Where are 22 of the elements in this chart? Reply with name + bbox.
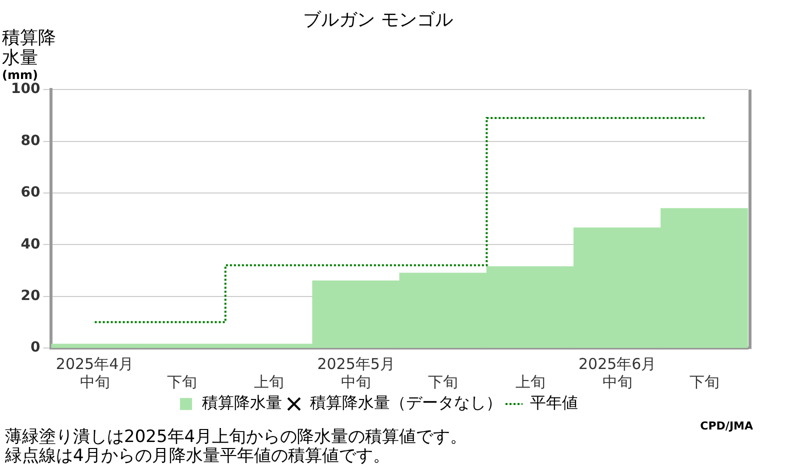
y-axis-title: 積算降水量(mm) (2, 28, 56, 82)
text: 薄緑塗り潰しは2025年4月上旬からの降水量の積算値です。 (5, 426, 468, 447)
legend-label: 積算降水量（データなし） (310, 393, 502, 412)
y-tick-label: 40 (20, 236, 40, 252)
x-tick-label: 2025年6月中旬 (578, 354, 656, 391)
x-tick-label: 上旬 (254, 372, 284, 391)
y-tick-label: 100 (10, 81, 40, 98)
legend-label: 積算降水量 (202, 393, 282, 412)
y-tick-label: 60 (20, 184, 40, 201)
chart-title: ブルガン モンゴル (303, 9, 453, 30)
y-tick-label: 80 (20, 132, 40, 149)
x-tick-label: 下旬 (689, 372, 720, 391)
x-tick-label: 下旬 (428, 372, 458, 391)
x-tick-label: 2025年4月中旬 (56, 354, 134, 391)
x-tick-label: 2025年5月中旬 (317, 354, 395, 391)
x-tick-label: 下旬 (166, 372, 197, 391)
x-tick-label: 上旬 (515, 372, 546, 391)
text: 緑点線は4月からの月降水量平年値の積算値です。 (4, 446, 390, 466)
legend-label: 平年値 (530, 393, 578, 412)
y-tick-label: 0 (30, 340, 40, 356)
text: CPD/JMA (700, 419, 754, 432)
y-tick-label: 20 (20, 288, 40, 304)
